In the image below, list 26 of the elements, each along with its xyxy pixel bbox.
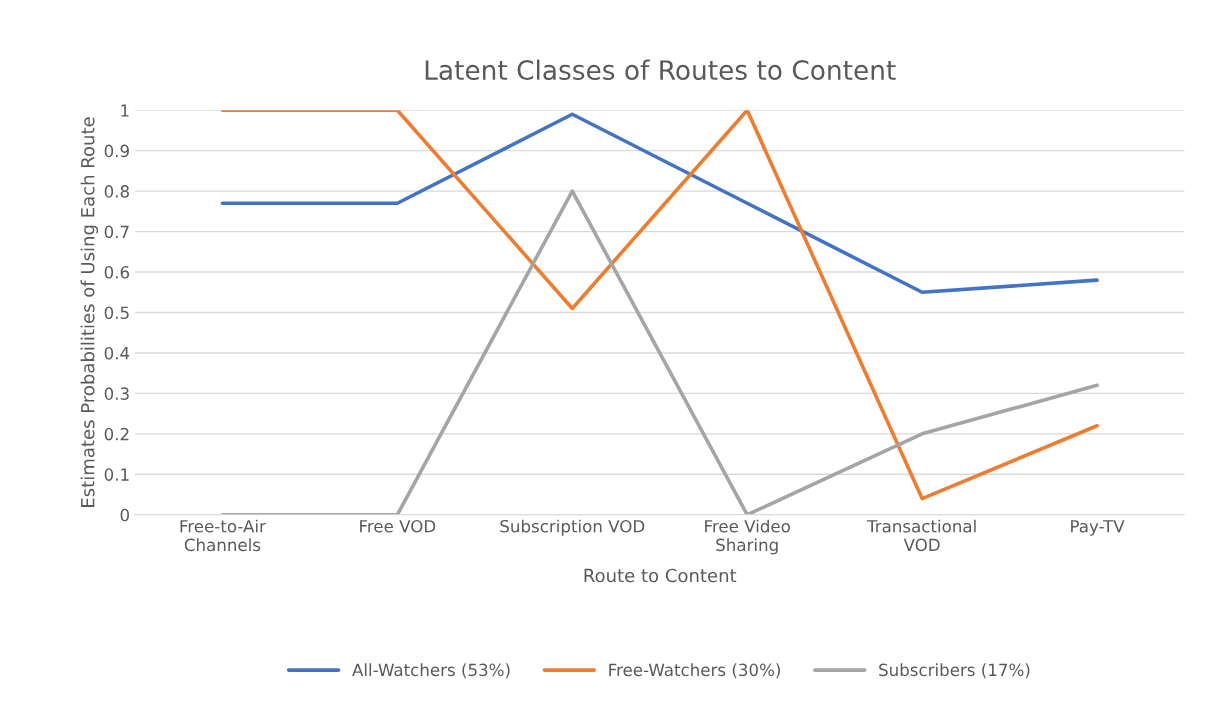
y-tick-label: 0.3 bbox=[104, 387, 129, 400]
legend-label: Free-Watchers (30%) bbox=[609, 663, 780, 679]
y-tick-label: 0.5 bbox=[104, 306, 129, 320]
x-tick-label: Free VOD bbox=[360, 519, 436, 533]
x-axis-title: Route to Content bbox=[584, 568, 737, 583]
line-series bbox=[220, 110, 1099, 501]
y-tick-label: 0.1 bbox=[104, 468, 129, 481]
x-tick-label: Free Video Sharing bbox=[705, 519, 790, 555]
y-tick-label: 0.4 bbox=[104, 346, 130, 360]
y-tick-label: 0 bbox=[120, 508, 129, 522]
y-tick-label: 0.2 bbox=[104, 427, 129, 441]
line-series bbox=[220, 189, 1099, 515]
x-tick-label: Subscription VOD bbox=[500, 519, 645, 536]
y-tick-label: 0.7 bbox=[104, 225, 129, 239]
chart-title: Latent Classes of Routes to Content bbox=[425, 59, 896, 81]
x-tick-label: Free-to-Air Channels bbox=[180, 519, 266, 552]
y-tick-label: 1 bbox=[121, 104, 129, 117]
y-tick-label: 0.8 bbox=[104, 185, 129, 198]
y-axis-title: Estimates Probabilities of Using Each Route bbox=[80, 117, 99, 507]
line-series bbox=[220, 112, 1099, 295]
legend-label: All-Watchers (53%) bbox=[352, 663, 510, 679]
x-tick-label: Transactional VOD bbox=[866, 519, 976, 552]
x-tick-label: Pay-TV bbox=[1071, 520, 1125, 536]
y-tick-label: 0.9 bbox=[104, 144, 129, 158]
y-tick-label: 0.6 bbox=[104, 265, 130, 279]
legend-label: Subscribers (17%) bbox=[879, 663, 1030, 679]
